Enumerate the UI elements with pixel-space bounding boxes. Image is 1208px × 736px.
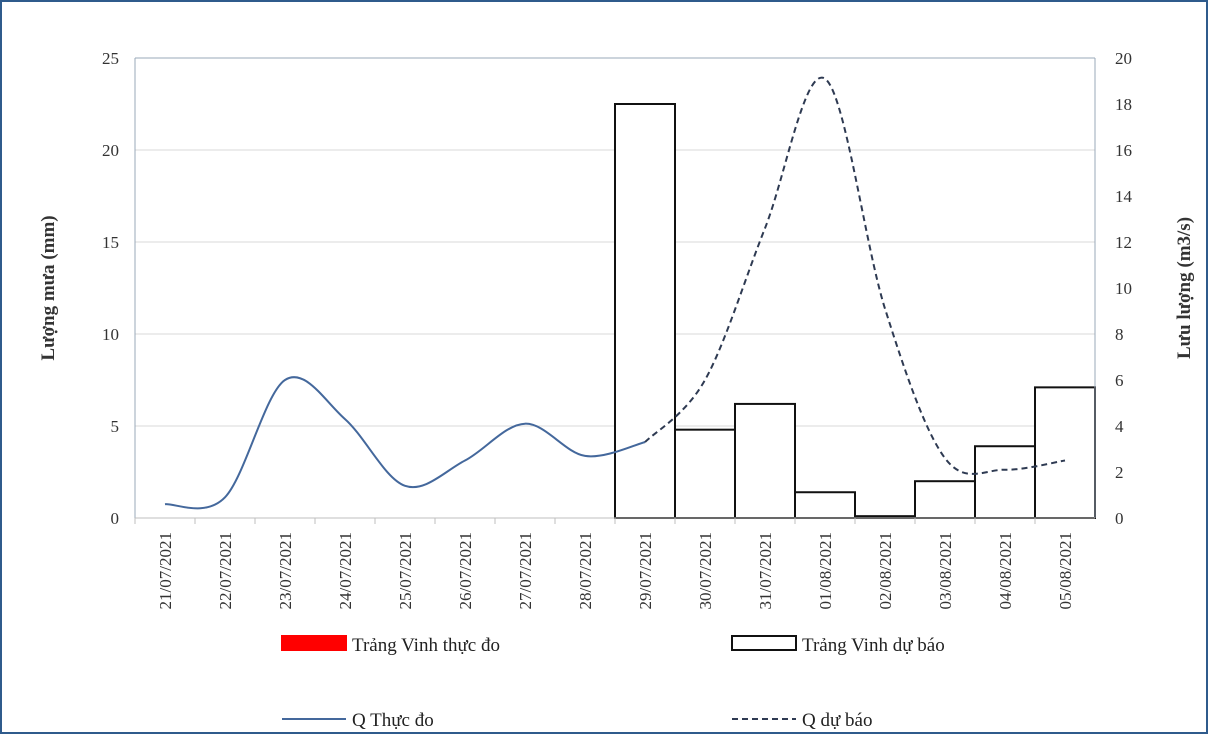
- left-tick-label: 0: [111, 509, 120, 528]
- bar: [734, 402, 796, 520]
- legend-item: Q dự báo: [732, 710, 872, 731]
- legend-item: Trảng Vinh dự báo: [731, 635, 945, 656]
- left-tick-label: 5: [111, 417, 120, 436]
- right-tick-label: 20: [1115, 49, 1132, 68]
- forecast-flow-line: [644, 76, 1066, 475]
- legend-swatch: [731, 635, 797, 651]
- left-axis-ticks: 0 5 10 15 20 25: [102, 49, 119, 528]
- observed-flow-line: [164, 376, 646, 510]
- right-tick-label: 0: [1115, 509, 1124, 528]
- line-marks: [164, 76, 1066, 510]
- left-tick-label: 10: [102, 325, 119, 344]
- right-axis-ticks: 0 2 4 6 8 10 12 14 16 18 20: [1115, 49, 1133, 528]
- bar: [614, 103, 676, 519]
- legend-item: Trảng Vinh thực đo: [281, 635, 500, 656]
- x-tick-label: 01/08/2021: [816, 532, 835, 609]
- x-tick-label: 25/07/2021: [396, 532, 415, 609]
- legend-label: Q dự báo: [802, 710, 872, 731]
- y-axis-left-title: Lượng mưa (mm): [38, 215, 59, 360]
- legend-swatch: [281, 635, 347, 651]
- legend-label: Trảng Vinh dự báo: [802, 635, 945, 656]
- bar: [914, 480, 976, 520]
- right-tick-label: 10: [1115, 279, 1132, 298]
- axes: [134, 57, 1096, 524]
- x-axis-ticks: 21/07/2021 22/07/2021 23/07/2021 24/07/2021…: [156, 532, 1075, 609]
- y-axis-right-title: Lưu lượng (m3/s): [1174, 217, 1195, 359]
- bar-marks: [614, 103, 1096, 520]
- x-tick-label: 24/07/2021: [336, 532, 355, 609]
- x-tick-label: 26/07/2021: [456, 532, 475, 609]
- right-tick-label: 4: [1115, 417, 1124, 436]
- legend-label: Trảng Vinh thực đo: [352, 635, 500, 656]
- x-tick-label: 28/07/2021: [576, 532, 595, 609]
- right-tick-label: 14: [1115, 187, 1133, 206]
- right-tick-label: 8: [1115, 325, 1124, 344]
- x-tick-label: 30/07/2021: [696, 532, 715, 609]
- right-tick-label: 2: [1115, 463, 1124, 482]
- legend: Trảng Vinh thực đo Trảng Vinh dự báo Q Thự…: [281, 635, 945, 731]
- left-tick-label: 25: [102, 49, 119, 68]
- left-tick-label: 15: [102, 233, 119, 252]
- legend-label: Q Thực đo: [352, 710, 434, 731]
- x-tick-label: 02/08/2021: [876, 532, 895, 609]
- right-tick-label: 18: [1115, 95, 1132, 114]
- right-tick-label: 6: [1115, 371, 1124, 390]
- left-tick-label: 20: [102, 141, 119, 160]
- bar: [974, 445, 1036, 519]
- bar: [794, 491, 856, 519]
- x-tick-label: 04/08/2021: [996, 532, 1015, 609]
- x-tick-label: 05/08/2021: [1056, 532, 1075, 609]
- x-tick-label: 22/07/2021: [216, 532, 235, 609]
- x-tick-label: 27/07/2021: [516, 532, 535, 609]
- x-tick-label: 31/07/2021: [756, 532, 775, 609]
- right-tick-label: 16: [1115, 141, 1132, 160]
- x-tick-label: 03/08/2021: [936, 532, 955, 609]
- bar: [1034, 386, 1096, 519]
- x-tick-label: 29/07/2021: [636, 532, 655, 609]
- x-tick-label: 23/07/2021: [276, 532, 295, 609]
- right-tick-label: 12: [1115, 233, 1132, 252]
- legend-item: Q Thực đo: [282, 710, 434, 731]
- x-tick-label: 21/07/2021: [156, 532, 175, 609]
- bar: [674, 428, 736, 519]
